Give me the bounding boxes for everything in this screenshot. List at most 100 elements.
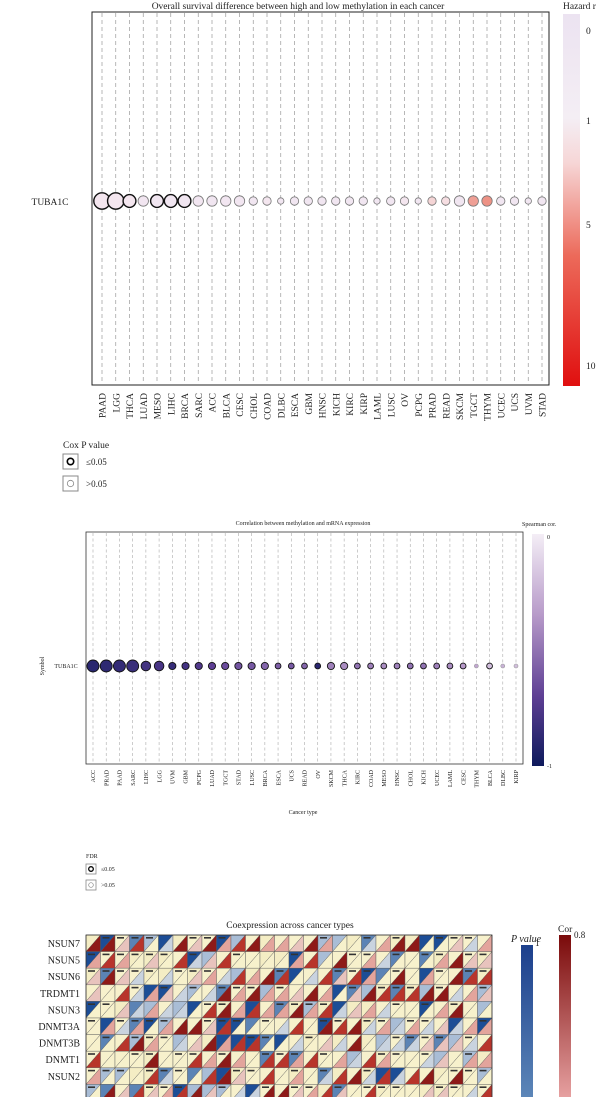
correlation-x-tick-label: TGCT — [223, 770, 229, 786]
coexpression-significance-mark — [392, 1003, 400, 1005]
spearman-colorbar-tick-top: 0 — [547, 535, 550, 541]
coexpression-significance-mark — [102, 937, 110, 939]
survival-x-tick-label: OV — [401, 393, 411, 407]
correlation-x-tick-label: PAAD — [118, 769, 124, 785]
correlation-dot — [459, 662, 467, 670]
correlation-x-tick-label: LUSC — [250, 770, 256, 785]
survival-x-tick-label: ESCA — [291, 393, 301, 417]
coexpression-significance-mark — [233, 986, 240, 989]
coexpression-significance-mark — [88, 970, 95, 972]
fdr-legend-key-nonsignificant-box — [85, 879, 97, 891]
coexpression-significance-mark — [262, 1053, 269, 1055]
survival-dot — [122, 193, 137, 209]
coexpression-significance-mark — [189, 1053, 197, 1055]
coexpression-significance-mark — [175, 970, 182, 972]
coexpression-significance-mark — [189, 986, 197, 989]
coexpression-significance-mark — [117, 953, 124, 956]
coexpression-significance-mark — [378, 1053, 385, 1055]
correlation-x-tick-label: ACC — [91, 770, 97, 782]
coexpression-significance-mark — [320, 1053, 327, 1055]
correlation-x-tick-label: THYM — [475, 769, 481, 787]
survival-dot — [192, 195, 204, 207]
correlation-dot — [354, 662, 361, 670]
coexpression-significance-mark — [218, 1003, 226, 1005]
correlation-dot — [314, 662, 322, 670]
cox-legend-key-nonsignificant-box — [62, 475, 79, 492]
correlation-x-tick-label: OV — [316, 769, 322, 778]
coexpression-significance-mark — [218, 1086, 226, 1088]
spearman-colorbar — [532, 534, 544, 766]
survival-dot — [414, 197, 422, 205]
coexpression-significance-mark — [276, 1003, 284, 1005]
survival-x-tick-label: THYM — [484, 392, 494, 421]
correlation-row-label: TUBA1C — [54, 664, 77, 670]
coexpression-significance-mark — [421, 1036, 429, 1039]
coexpression-significance-mark — [102, 1069, 110, 1072]
coexpression-significance-mark — [146, 1086, 153, 1088]
coexpression-significance-mark — [320, 937, 327, 939]
coexpression-significance-mark — [189, 937, 197, 939]
fdr-legend-nonsignificant-label: >0.05 — [101, 883, 115, 889]
cox-legend-key-significant-box — [62, 453, 79, 470]
correlation-x-tick-label: KIRP — [514, 769, 520, 783]
correlation-x-tick-label: LIHC — [144, 770, 150, 784]
coexpression-title: Coexpression across cancer types — [226, 921, 354, 931]
coexpression-significance-mark — [131, 953, 139, 956]
survival-x-tick-label: PCPG — [415, 393, 425, 417]
coexpression-heatmap-cells — [85, 934, 493, 1097]
coexpression-row-labels: NSUN7 NSUN5 NSUN6 TRDMT1 NSUN3 DNMT3A DNMT3B DN… — [38, 939, 80, 1083]
coexpression-significance-mark — [189, 953, 197, 956]
hazard-ratio-colorbar-tick: 0 — [586, 27, 591, 37]
coexpression-significance-mark — [450, 1069, 458, 1072]
coexpression-significance-mark — [88, 1003, 95, 1005]
cor-legend-title: Cor — [558, 925, 573, 935]
coexpression-significance-mark — [218, 986, 226, 989]
spearman-legend-title: Spearman cor. — [522, 522, 557, 528]
survival-x-tick-label: SARC — [195, 393, 205, 418]
coexpression-significance-mark — [334, 970, 342, 972]
coexpression-significance-mark — [146, 953, 153, 956]
coexpression-row-label: NSUN3 — [48, 1005, 80, 1016]
pvalue-colorbar — [521, 945, 533, 1097]
survival-x-tick-label: STAD — [539, 393, 549, 417]
coexpression-significance-mark — [146, 1036, 153, 1039]
correlation-x-tick-label: UCS — [289, 770, 295, 782]
coexpression-significance-mark — [334, 1086, 342, 1088]
coexpression-significance-mark — [349, 953, 356, 956]
coexpression-significance-mark — [450, 1086, 458, 1088]
coexpression-significance-mark — [247, 1069, 255, 1072]
coexpression-row-label: TRDMT1 — [40, 989, 80, 1000]
coexpression-significance-mark — [421, 1003, 429, 1005]
survival-x-tick-label: LUAD — [140, 393, 150, 420]
correlation-dot — [99, 659, 113, 673]
coexpression-significance-mark — [146, 1053, 153, 1055]
coexpression-significance-mark — [334, 1020, 342, 1022]
pvalue-colorbar-tick: 1 — [535, 938, 540, 948]
coexpression-significance-mark — [88, 1069, 95, 1072]
correlation-x-tick-label: CESC — [461, 770, 467, 785]
cox-legend-key-significant-dot — [66, 457, 75, 466]
hazard-ratio-legend-title: Hazard ratio — [563, 2, 596, 12]
survival-dot — [233, 195, 246, 207]
coexpression-significance-mark — [349, 986, 356, 989]
survival-dot — [481, 195, 493, 207]
coexpression-significance-mark — [131, 1053, 139, 1055]
coexpression-significance-mark — [204, 1003, 211, 1005]
coexpression-significance-mark — [204, 970, 211, 972]
correlation-dot — [393, 662, 401, 670]
coexpression-significance-mark — [218, 1020, 226, 1022]
correlation-x-tick-label: PCPG — [197, 769, 203, 785]
survival-title: Overall survival difference between high… — [152, 1, 445, 12]
survival-dot — [289, 196, 300, 206]
survival-dot — [137, 195, 149, 207]
survival-x-tick-label: BLCA — [222, 393, 232, 418]
coexpression-significance-mark — [378, 1020, 385, 1022]
coexpression-significance-mark — [247, 1036, 255, 1039]
correlation-x-tick-label: THCA — [342, 769, 348, 786]
coexpression-significance-mark — [291, 1003, 298, 1005]
survival-x-tick-label: CESC — [236, 393, 246, 417]
correlation-dot — [326, 661, 335, 671]
coexpression-significance-mark — [378, 986, 385, 989]
survival-x-tick-label: COAD — [264, 393, 274, 420]
coexpression-significance-mark — [131, 970, 139, 972]
